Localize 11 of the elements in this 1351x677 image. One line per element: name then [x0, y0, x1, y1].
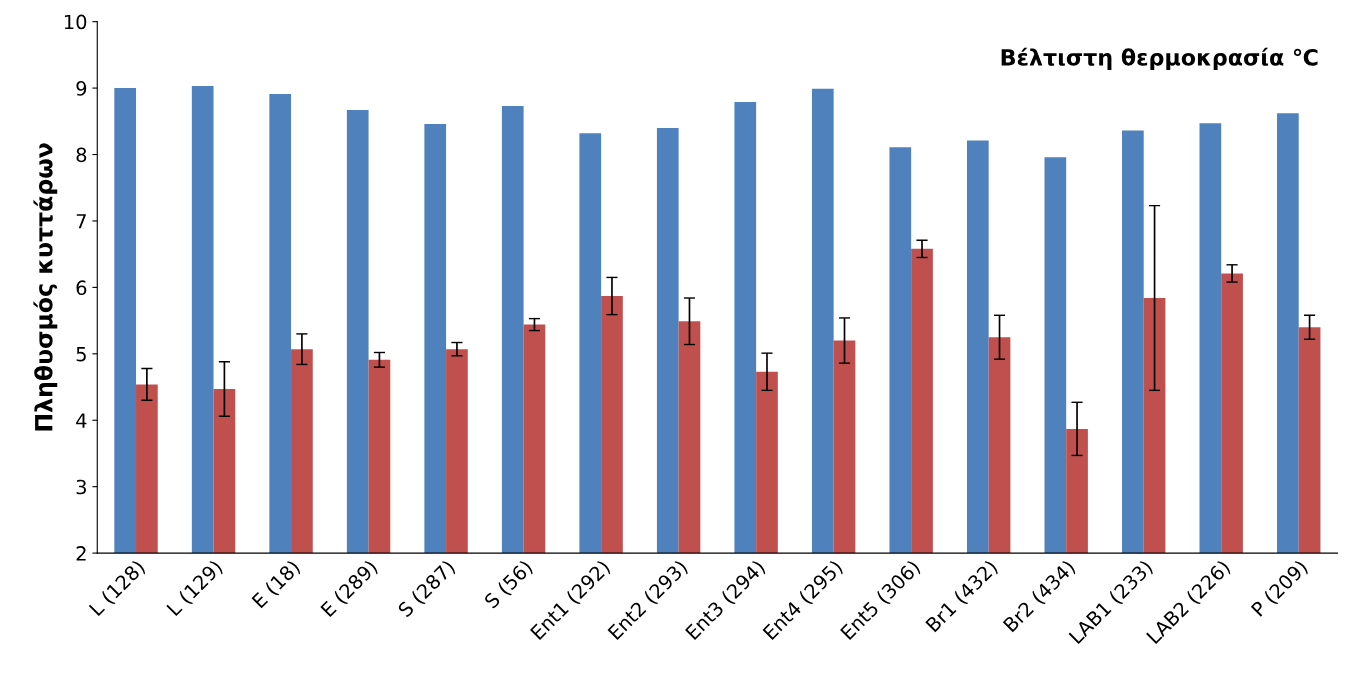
y-tick-label: 7 [76, 214, 86, 229]
y-tick-label: 6 [76, 280, 87, 296]
y-tick-label: 2 [76, 546, 86, 561]
y-tick-label: 10 [64, 14, 87, 30]
text: Βέλτιστη θερμοκρασία ℃ [1001, 47, 1318, 71]
y-tick-label: 3 [76, 479, 86, 495]
y-tick-label: 5 [76, 347, 86, 362]
y-tick-label: 9 [76, 81, 87, 96]
y-axis-title: Πληθυσμός κυττάρων [33, 143, 58, 431]
y-tick-label: 4 [76, 413, 87, 428]
y-tick-label: 8 [76, 147, 87, 163]
